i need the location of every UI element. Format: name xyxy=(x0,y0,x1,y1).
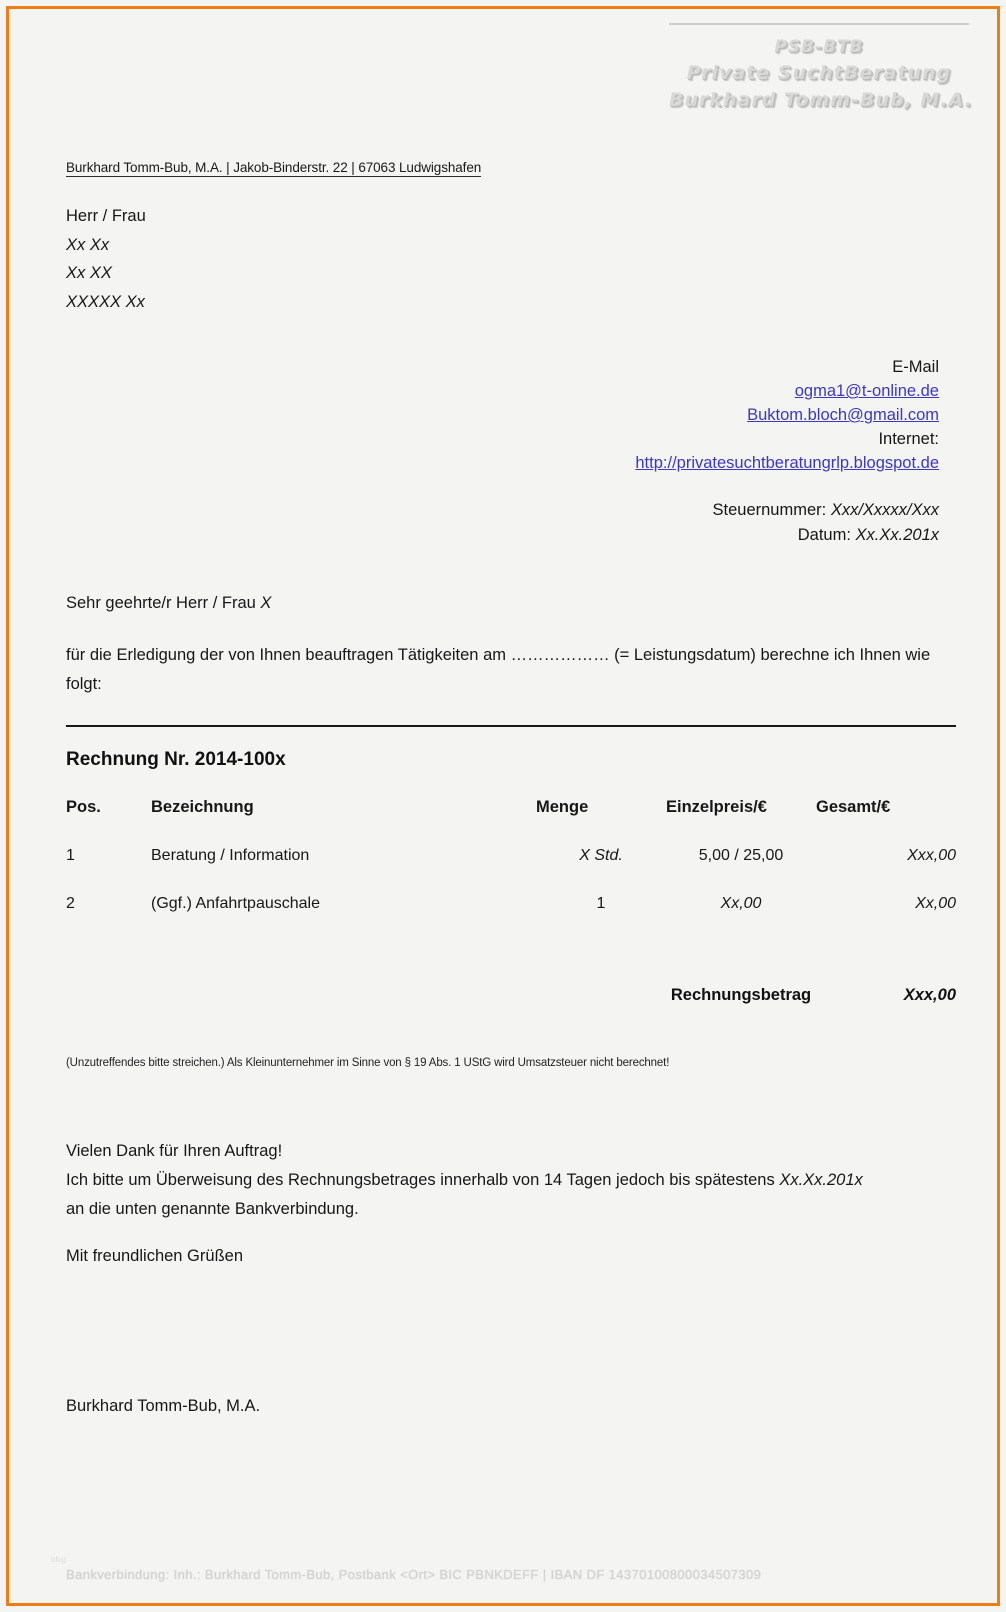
payment-terms-suffix: an die unten genannte Bankverbindung. xyxy=(66,1200,359,1218)
row-description: (Ggf.) Anfahrtpauschale xyxy=(151,895,320,912)
total-value: Xxx,00 xyxy=(903,986,956,1004)
recipient-name: Xx Xx xyxy=(66,235,110,254)
column-header-description: Bezeichnung xyxy=(151,798,254,816)
row-total: Xxx,00 xyxy=(907,847,956,864)
letterhead-rule xyxy=(669,23,969,25)
tax-number-row: Steuernummer: Xxx/Xxxxx/Xxx xyxy=(713,498,939,523)
column-header-total: Gesamt/€ xyxy=(816,798,891,816)
tax-number-label: Steuernummer: xyxy=(712,501,831,519)
date-row: Datum: Xx.Xx.201x xyxy=(713,523,939,548)
footer-bank-details: Bankverbindung: Inh.: Burkhard Tomm-Bub,… xyxy=(66,1567,762,1582)
email-link-secondary[interactable]: Buktom.bloch@gmail.com xyxy=(747,406,939,424)
invoice-title: Rechnung Nr. 2014-100x xyxy=(66,749,286,770)
payment-due-date: Xx.Xx.201x xyxy=(779,1171,863,1189)
column-header-pos: Pos. xyxy=(66,798,101,816)
closing-paragraphs: Vielen Dank für Ihren Auftrag! Ich bitte… xyxy=(66,1137,966,1224)
tax-number-value: Xxx/Xxxxx/Xxx xyxy=(830,501,939,519)
section-divider xyxy=(66,725,956,727)
row-quantity: X Std. xyxy=(579,847,623,864)
row-total: Xx,00 xyxy=(915,895,956,912)
table-row: 2 (Ggf.) Anfahrtpauschale 1 Xx,00 Xx,00 xyxy=(66,895,956,943)
letter-salutation: Sehr geehrte/r Herr / Frau X xyxy=(66,594,271,613)
signature-name: Burkhard Tomm-Bub, M.A. xyxy=(66,1397,261,1415)
payment-terms-prefix: Ich bitte um Überweisung des Rechnungsbe… xyxy=(66,1171,780,1189)
date-label: Datum: xyxy=(797,526,856,544)
footer-mark: blog xyxy=(51,1555,67,1564)
salutation-text: Sehr geehrte/r Herr / Frau xyxy=(66,594,261,612)
row-unit-price: 5,00 / 25,00 xyxy=(698,847,784,864)
email-label: E-Mail xyxy=(892,358,939,376)
paper-sheet: PSB-BTB Private SuchtBeratung Burkhard T… xyxy=(9,9,997,1603)
row-pos: 2 xyxy=(66,895,75,912)
recipient-salutation: Herr / Frau xyxy=(66,207,146,225)
date-value: Xx.Xx.201x xyxy=(855,526,939,544)
letterhead-logo: PSB-BTB Private SuchtBeratung Burkhard T… xyxy=(669,23,973,115)
row-description: Beratung / Information xyxy=(151,847,310,864)
recipient-city: XXXXX Xx xyxy=(66,292,145,311)
thanks-line: Vielen Dank für Ihren Auftrag! xyxy=(66,1142,283,1160)
closing-regards: Mit freundlichen Grüßen xyxy=(66,1247,243,1265)
invoice-header-row: Pos. Bezeichnung Menge Einzelpreis/€ Ges… xyxy=(66,798,956,847)
letter-intro-paragraph: für die Erledigung der von Ihnen beauftr… xyxy=(66,646,931,693)
row-pos: 1 xyxy=(66,847,75,864)
salutation-name-placeholder: X xyxy=(260,594,272,612)
recipient-street: Xx XX xyxy=(66,264,112,282)
contact-block: E-Mail ogma1@t-online.de Buktom.bloch@gm… xyxy=(635,355,939,475)
internet-label: Internet: xyxy=(878,430,939,448)
total-label: Rechnungsbetrag xyxy=(670,986,812,1004)
column-header-quantity: Menge xyxy=(536,798,589,816)
meta-block: Steuernummer: Xxx/Xxxxx/Xxx Datum: Xx.Xx… xyxy=(713,498,939,548)
tax-exemption-note: (Unzutreffendes bitte streichen.) Als Kl… xyxy=(66,1057,670,1069)
email-link-primary[interactable]: ogma1@t-online.de xyxy=(794,382,939,400)
sender-address-line: Burkhard Tomm-Bub, M.A. | Jakob-Binderst… xyxy=(66,160,482,177)
column-header-unit-price: Einzelpreis/€ xyxy=(666,798,767,816)
payment-terms-line: Ich bitte um Überweisung des Rechnungsbe… xyxy=(66,1166,966,1195)
invoice-table: Pos. Bezeichnung Menge Einzelpreis/€ Ges… xyxy=(66,798,956,943)
row-unit-price: Xx,00 xyxy=(720,895,762,912)
table-row: 1 Beratung / Information X Std. 5,00 / 2… xyxy=(66,847,956,895)
recipient-address-block: Herr / Frau Xx Xx Xx XX XXXXX Xx xyxy=(66,202,146,316)
invoice-total-row: Rechnungsbetrag Xxx,00 xyxy=(66,986,956,1005)
website-link[interactable]: http://privatesuchtberatungrlp.blogspot.… xyxy=(635,454,939,472)
letterhead-line-3: Burkhard Tomm-Bub, M.A. xyxy=(669,89,973,112)
letterhead-line-2: Private SuchtBeratung xyxy=(686,61,952,84)
row-quantity: 1 xyxy=(596,895,606,912)
letterhead-line-1: PSB-BTB xyxy=(774,37,864,57)
